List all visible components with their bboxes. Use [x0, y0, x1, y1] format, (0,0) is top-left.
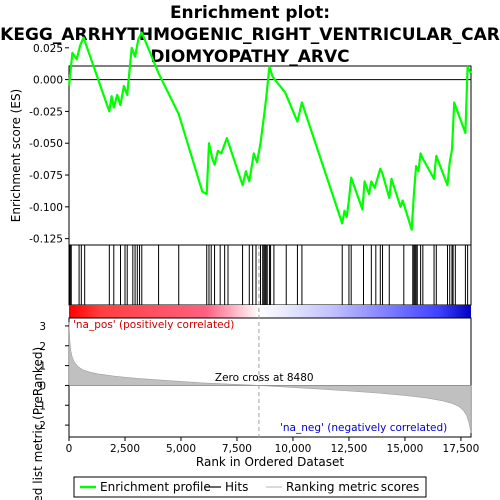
title-line: KEGG_ARRHYTHMOGENIC_RIGHT_VENTRICULAR_CA…: [0, 25, 500, 45]
x-axis: 0 2,500 5,000 7,500 10,000 12,500 15,000 17,500…: [66, 437, 480, 469]
chart-title: Enrichment plot:KEGG_ARRHYTHMOGENIC_RIGH…: [0, 3, 500, 67]
xtick-label: 2,500: [110, 443, 140, 455]
legend-box: [73, 476, 427, 498]
xtick-label: 0: [66, 443, 73, 455]
hits-frame: [68, 244, 472, 306]
es-ytick-label: -0.025: [29, 106, 63, 118]
es-ytick-label: -0.050: [29, 138, 63, 150]
zero-cross-label: Zero cross at 8480: [215, 372, 314, 384]
rank-ytick-label: 3: [39, 321, 46, 333]
es-panel: 0.025 0.000 -0.025 -0.050 -0.075 -0.100 -0.125…: [9, 31, 472, 246]
es-ytick-label: 0.025: [33, 43, 63, 55]
title-line: Enrichment plot:: [170, 3, 330, 23]
legend-label: Ranking metric scores: [286, 480, 419, 494]
title-line: DIOMYOPATHY_ARVC: [150, 47, 349, 67]
xtick-label: 12,500: [331, 443, 368, 455]
rank-ytick-label: 1: [39, 361, 46, 373]
xtick-label: 7,500: [222, 443, 252, 455]
es-frame: [68, 65, 472, 246]
es-ytick-label: 0.000: [33, 75, 63, 87]
neg-corr-label: 'na_neg' (negatively correlated): [280, 422, 447, 434]
xtick-label: 15,000: [387, 443, 424, 455]
rank-ytick-label: -2: [36, 420, 46, 432]
es-ytick-label: -0.125: [29, 234, 63, 246]
rank-color-bar: [69, 305, 471, 318]
rank-ytick-label: 0: [39, 380, 46, 392]
legend-label: Enrichment profile: [100, 480, 211, 494]
legend-label: Hits: [225, 480, 248, 494]
x-axis-label: Rank in Ordered Dataset: [196, 455, 344, 469]
es-ylabel: Enrichment score (ES): [9, 89, 23, 222]
es-ytick-label: -0.075: [29, 170, 63, 182]
hits-panel: [68, 244, 472, 306]
rank-ytick-label: 2: [39, 341, 46, 353]
rank-gradient-bar: [69, 305, 471, 318]
rank-ytick-label: -1: [36, 400, 46, 412]
pos-corr-label: 'na_pos' (positively correlated): [73, 319, 234, 331]
xtick-label: 10,000: [275, 443, 312, 455]
enrichment-profile-line: [67, 31, 472, 231]
legend: Enrichment profile Hits Ranking metric sco…: [73, 476, 427, 498]
es-ytick-label: -0.100: [29, 202, 63, 214]
xtick-label: 17,500: [443, 443, 480, 455]
rank-ylabel: Ranked list metric (PreRanked): [31, 347, 45, 500]
xtick-label: 5,000: [166, 443, 196, 455]
